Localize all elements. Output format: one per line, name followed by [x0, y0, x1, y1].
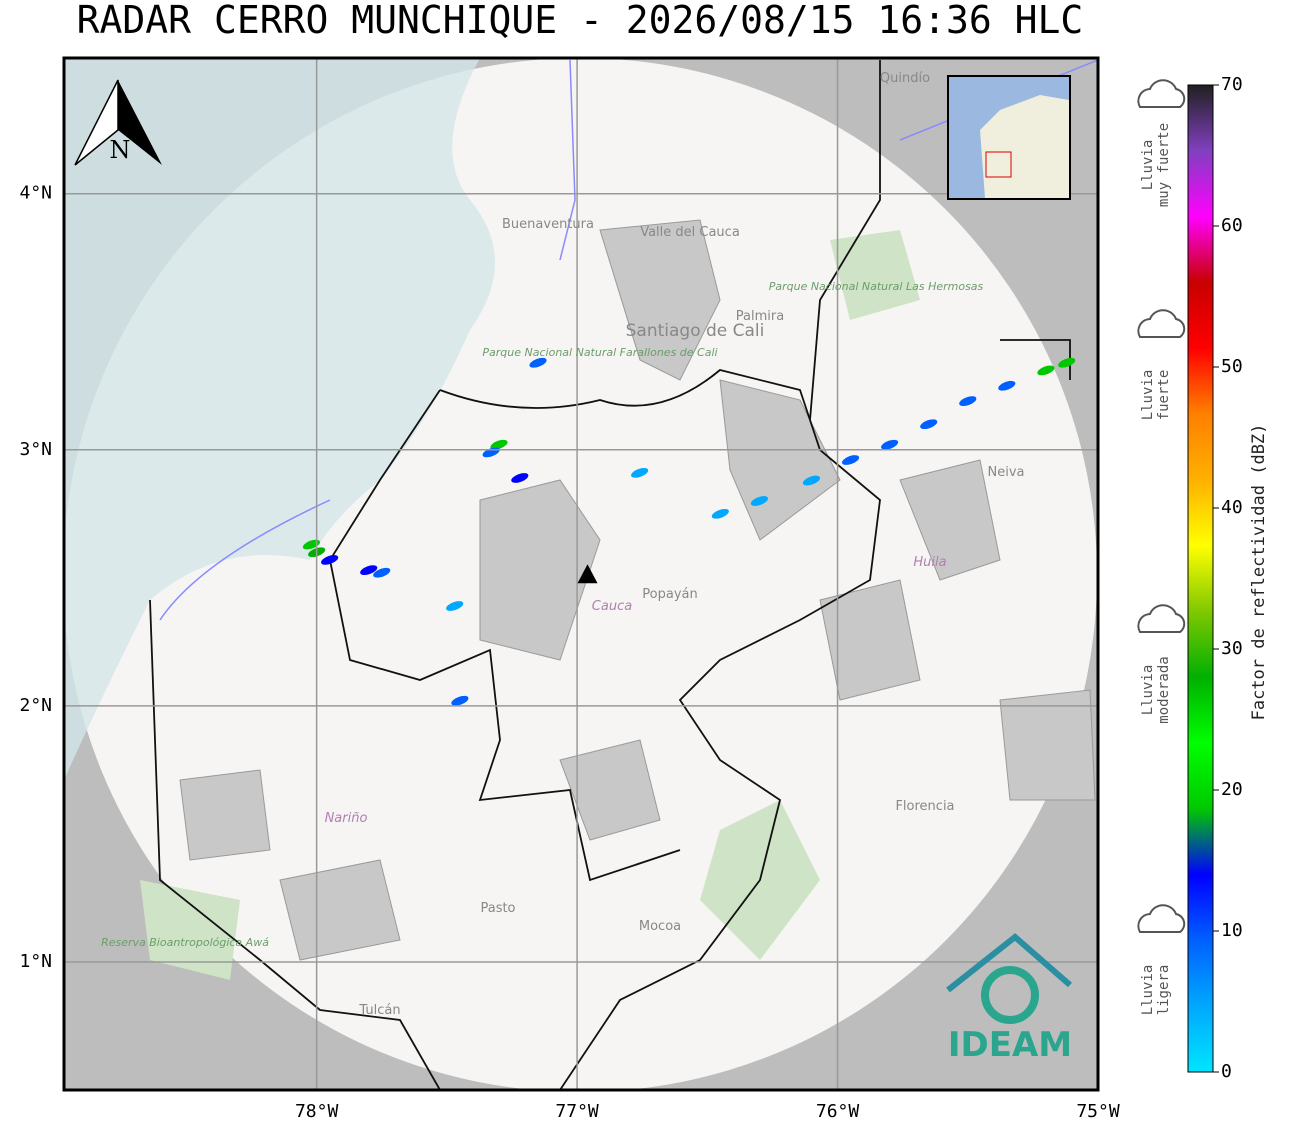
place-label: Parque Nacional Natural Farallones de Ca… — [482, 346, 717, 359]
echo — [529, 357, 547, 368]
weather-icon — [1137, 79, 1186, 108]
place-label: Tulcán — [358, 1003, 400, 1018]
colorbar-tick-label: 0 — [1221, 1061, 1232, 1082]
weather-icon — [1137, 309, 1186, 338]
echo — [511, 473, 529, 483]
place-label: Parque Nacional Natural Las Hermosas — [769, 280, 984, 293]
rain-category-label: moderada — [1156, 656, 1172, 723]
place-label: Santiago de Cali — [626, 321, 765, 341]
echo — [373, 567, 391, 578]
axes: 78°W 77°W 76°W 75°W 1°N 2°N 3°N 4°N 0 10 20 30 40 50 6… — [19, 74, 1242, 1122]
rain-category-label: Lluvia — [1140, 370, 1156, 421]
place-label: Nariño — [325, 811, 368, 826]
place-label: Neiva — [988, 465, 1025, 480]
colorbar-tick-label: 70 — [1221, 74, 1243, 95]
place-label: Quindío — [880, 71, 930, 86]
echo — [920, 419, 938, 430]
echo — [451, 695, 469, 706]
ocean — [64, 58, 495, 780]
place-label: Palmira — [736, 309, 784, 324]
y-tick-label: 4°N — [19, 183, 52, 204]
colorbar-tick-label: 30 — [1221, 638, 1243, 659]
echo — [998, 380, 1016, 391]
weather-icon — [1137, 604, 1186, 633]
colorbar-tick-label: 20 — [1221, 779, 1243, 800]
x-tick-label: 76°W — [816, 1101, 860, 1122]
colorbar-label: Factor de reflectividad (dBZ) — [1249, 424, 1269, 721]
echo — [881, 439, 899, 450]
place-label: Mocoa — [639, 919, 681, 934]
place-label: Reserva Bioantropológica Awá — [101, 936, 269, 949]
colorbar — [1187, 84, 1214, 1073]
echo — [750, 496, 768, 506]
echo — [360, 565, 378, 576]
echo — [802, 475, 821, 486]
north-label: N — [110, 136, 131, 164]
x-tick-label: 75°W — [1076, 1101, 1120, 1122]
y-tick-label: 3°N — [19, 439, 52, 460]
colorbar-tick-label: 10 — [1221, 920, 1243, 941]
echo-layer — [302, 357, 1076, 706]
echo — [631, 467, 649, 478]
echo — [321, 555, 339, 565]
place-label: Valle del Cauca — [640, 225, 740, 240]
map-frame — [62, 56, 1100, 1092]
rain-category-label: muy fuerte — [1156, 123, 1172, 207]
rain-category-label: ligera — [1156, 965, 1172, 1016]
map: Quindío Buenaventura Valle del Cauca Par… — [64, 58, 1098, 1090]
colorbar-tick-label: 50 — [1221, 356, 1243, 377]
place-label: Buenaventura — [502, 217, 594, 232]
echo — [711, 508, 729, 519]
rain-category-label: fuerte — [1156, 370, 1172, 421]
ideam-logo: IDEAM — [946, 933, 1072, 1065]
echo — [446, 601, 464, 611]
graticule — [64, 58, 1098, 1090]
echo — [842, 455, 860, 465]
place-label: Popayán — [642, 587, 697, 602]
colorbar-tick-label: 40 — [1221, 497, 1243, 518]
logo-text: IDEAM — [948, 1025, 1072, 1065]
echo — [1037, 365, 1055, 376]
district-patches — [179, 219, 1096, 961]
weather-icon — [1137, 904, 1186, 933]
echo — [302, 539, 320, 550]
place-label: Huila — [913, 555, 946, 570]
echo — [490, 439, 508, 450]
park-areas — [140, 230, 920, 980]
title: RADAR CERRO MUNCHIQUE - 2026/08/15 16:36… — [77, 0, 1084, 42]
inset-map — [947, 75, 1071, 200]
echo — [959, 396, 977, 407]
place-label: Pasto — [480, 901, 515, 916]
colorbar-tick-label: 60 — [1221, 215, 1243, 236]
rain-category-label: Lluvia — [1140, 140, 1156, 191]
rain-category-label: Lluvia — [1140, 665, 1156, 716]
rain-category-label: Lluvia — [1140, 965, 1156, 1016]
north-arrow: N — [74, 79, 162, 166]
x-tick-label: 77°W — [555, 1101, 599, 1122]
echo — [1058, 357, 1076, 368]
place-label: Cauca — [592, 599, 632, 614]
x-tick-label: 78°W — [295, 1101, 339, 1122]
radar-site — [577, 564, 598, 584]
boundaries — [149, 60, 1071, 1090]
y-tick-label: 1°N — [19, 951, 52, 972]
y-tick-label: 2°N — [19, 695, 52, 716]
place-label: Florencia — [895, 799, 954, 814]
